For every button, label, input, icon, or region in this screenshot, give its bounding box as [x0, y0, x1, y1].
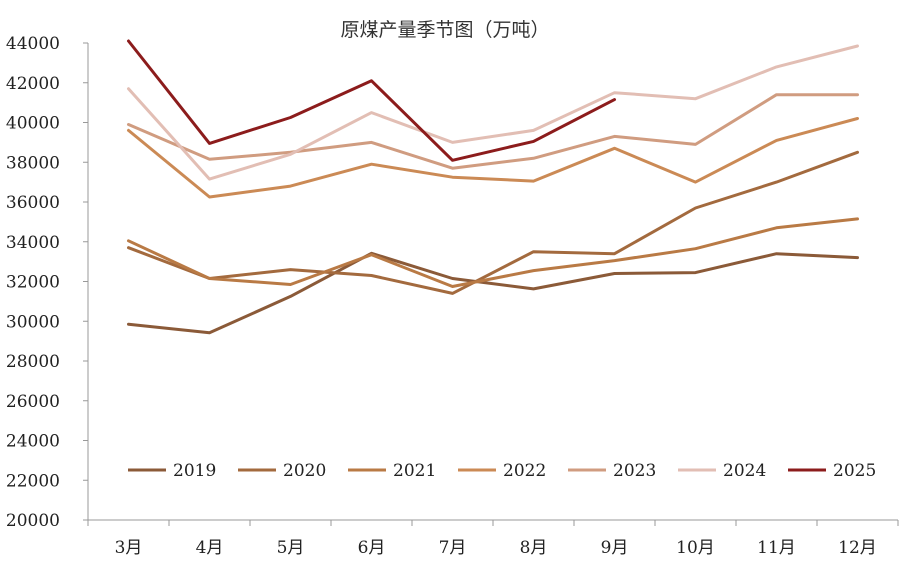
y-tick-label: 30000: [6, 312, 60, 332]
x-tick-label: 3月: [115, 538, 143, 558]
x-tick-label: 11月: [757, 538, 796, 558]
series-line-2023: [127, 93, 859, 170]
chart-title: 原煤产量季节图（万吨）: [340, 19, 549, 41]
x-tick-label: 6月: [358, 538, 386, 558]
y-tick-label: 38000: [6, 153, 60, 173]
legend: 2019 2020 2021 2022 2023 2024 2025: [128, 461, 876, 481]
y-tick-label: 34000: [6, 233, 60, 253]
legend-label-2020: 2020: [283, 461, 326, 481]
y-tick-label: 24000: [6, 432, 60, 452]
y-tick-label: 20000: [6, 511, 60, 531]
x-tick-label: 4月: [196, 538, 224, 558]
series-line-2024: [127, 44, 859, 181]
x-tick-label: 7月: [439, 538, 467, 558]
legend-label-2023: 2023: [613, 461, 656, 481]
x-tick-label: 10月: [676, 538, 715, 558]
y-tick-label: 40000: [6, 114, 60, 134]
y-tick-label: 28000: [6, 352, 60, 372]
x-tick-label: 12月: [838, 538, 877, 558]
legend-label-2021: 2021: [393, 461, 436, 481]
axes: 20000 22000 24000 26000 28000 30000 32000 34000…: [6, 34, 899, 558]
legend-label-2019: 2019: [173, 461, 216, 481]
x-tick-label: 9月: [601, 538, 629, 558]
y-tick-label: 44000: [6, 34, 60, 54]
series-layer: [127, 39, 859, 335]
series-line-2020: [127, 150, 859, 295]
x-tick-label: 5月: [277, 538, 305, 558]
x-tick-label: 8月: [520, 538, 548, 558]
series-line-2022: [127, 117, 859, 199]
y-tick-label: 26000: [6, 392, 60, 412]
series-line-2019: [127, 251, 859, 335]
series-line-2021: [127, 217, 859, 288]
legend-label-2025: 2025: [833, 461, 876, 481]
series-line-2025: [127, 39, 616, 162]
y-tick-label: 22000: [6, 471, 60, 491]
legend-label-2022: 2022: [503, 461, 546, 481]
y-tick-label: 36000: [6, 193, 60, 213]
legend-label-2024: 2024: [723, 461, 766, 481]
y-tick-label: 32000: [6, 273, 60, 293]
y-tick-label: 42000: [6, 74, 60, 94]
